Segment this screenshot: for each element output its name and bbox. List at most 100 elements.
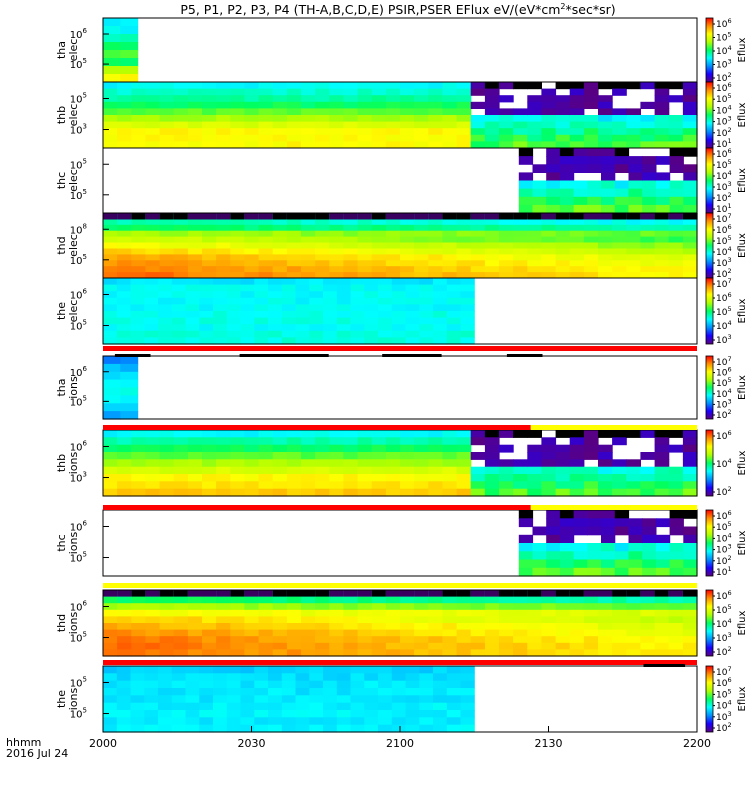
spectrogram-cell (456, 236, 472, 244)
spectrogram-cell (513, 603, 528, 611)
spectrogram-cell (357, 649, 373, 657)
spectrogram-cell (329, 260, 344, 267)
spectrogram-cell (446, 695, 462, 704)
spectrogram-cell (120, 403, 139, 412)
spectrogram-cell (323, 680, 338, 689)
spectrogram-cell (484, 649, 500, 657)
spectrogram-cell (173, 95, 189, 103)
spectrogram-cell (226, 278, 242, 286)
spectrogram-cell (336, 330, 352, 338)
spectrogram-cell (117, 266, 132, 273)
spectrogram-cell (682, 629, 698, 637)
spectrogram-cell (614, 510, 630, 519)
spectrogram-cell (460, 278, 475, 286)
spectrogram-cell (527, 230, 542, 238)
spectrogram-cell (315, 452, 330, 460)
spectrogram-cell (117, 488, 132, 497)
spectrogram-cell (668, 444, 684, 453)
spectrogram-cell (541, 141, 557, 149)
spectrogram-cell (343, 248, 359, 255)
spectrogram-cell (414, 134, 429, 142)
spectrogram-cell (301, 481, 316, 490)
spectrogram-cell (628, 559, 643, 569)
spectrogram-cell (309, 702, 324, 711)
spectrogram-cell (315, 260, 330, 267)
spectrogram-cell (120, 34, 139, 43)
spectrogram-cell (103, 18, 121, 27)
spectrogram-cell (230, 609, 245, 617)
spectrogram-cell (144, 673, 159, 682)
spectrogram-cell (414, 609, 429, 617)
spectrogram-cell (323, 330, 338, 338)
spectrogram-cell (385, 260, 401, 267)
spectrogram-cell (254, 297, 269, 305)
spectrogram-cell (145, 218, 161, 226)
spectrogram-cell (532, 543, 547, 552)
spectrogram-cell (499, 230, 514, 238)
spectrogram-cell (187, 213, 203, 220)
spectrogram-cell (499, 236, 514, 244)
spectrogram-cell (336, 278, 352, 286)
spectrogram-cell (202, 224, 217, 232)
colorbar-tick-exponent: 5 (727, 234, 731, 242)
spectrogram-cell (202, 474, 217, 482)
spectrogram-cell (654, 254, 670, 261)
spectrogram-cell (199, 724, 214, 733)
spectrogram-cell (499, 95, 514, 103)
y-tick-label: 106 (70, 27, 88, 41)
spectrogram-cell (295, 304, 310, 312)
spectrogram-cell (654, 437, 670, 446)
colorbar (705, 589, 714, 657)
spectrogram-cell (628, 188, 643, 198)
spectrogram-cell (103, 50, 121, 59)
spectrogram-cell (433, 666, 448, 674)
spectrogram-cell (400, 121, 415, 129)
colorbar-tick-base: 10 (716, 557, 728, 567)
colorbar (705, 665, 714, 733)
spectrogram-cell (682, 141, 698, 149)
spectrogram-cell (103, 254, 118, 261)
spectrogram-cell (216, 141, 231, 149)
spectrogram-cell (254, 717, 269, 726)
panel-background (103, 356, 697, 419)
spectrogram-cell (446, 278, 462, 286)
spectrogram-cell (286, 430, 302, 438)
spectrogram-cell (103, 437, 118, 446)
spectrogram-cell (286, 121, 302, 129)
spectrogram-cell (244, 474, 260, 482)
spectrogram-cell (460, 680, 475, 689)
spectrogram-cell (158, 311, 173, 319)
spectrogram-cell (329, 121, 344, 129)
spectrogram-cell (117, 649, 132, 657)
spectrogram-cell (258, 623, 274, 631)
spectrogram-cell (669, 164, 684, 173)
spectrogram-cell (130, 695, 145, 704)
spectrogram-cell (199, 330, 214, 338)
spectrogram-cell (484, 248, 500, 255)
spectrogram-cell (272, 128, 288, 136)
spectrogram-cell (202, 141, 217, 149)
spectrogram-cell (682, 437, 698, 446)
spectrogram-cell (400, 636, 415, 644)
spectrogram-cell (668, 134, 684, 142)
spectrogram-cell (371, 128, 387, 136)
spectrogram-cell (343, 649, 359, 657)
spectrogram-cell (555, 466, 571, 475)
spectrogram-cell (405, 695, 420, 704)
spectrogram-cell (103, 609, 118, 617)
colorbar-tick-base: 10 (716, 512, 728, 522)
spectrogram-cell (103, 616, 118, 624)
spectrogram-cell (230, 623, 245, 631)
spectrogram-cell (626, 629, 641, 637)
spectrogram-cell (272, 481, 288, 490)
spectrogram-cell (103, 213, 118, 220)
spectrogram-cell (499, 649, 514, 657)
spectrogram-cell (187, 88, 203, 96)
spectrogram-cell (187, 488, 203, 497)
spectrogram-cell (364, 717, 379, 726)
spectrogram-cell (654, 603, 670, 611)
colorbar-tick-label: 103 (716, 333, 732, 346)
spectrogram-cell (484, 616, 500, 624)
spectrogram-cell (315, 141, 330, 149)
spectrogram-cell (527, 603, 542, 611)
